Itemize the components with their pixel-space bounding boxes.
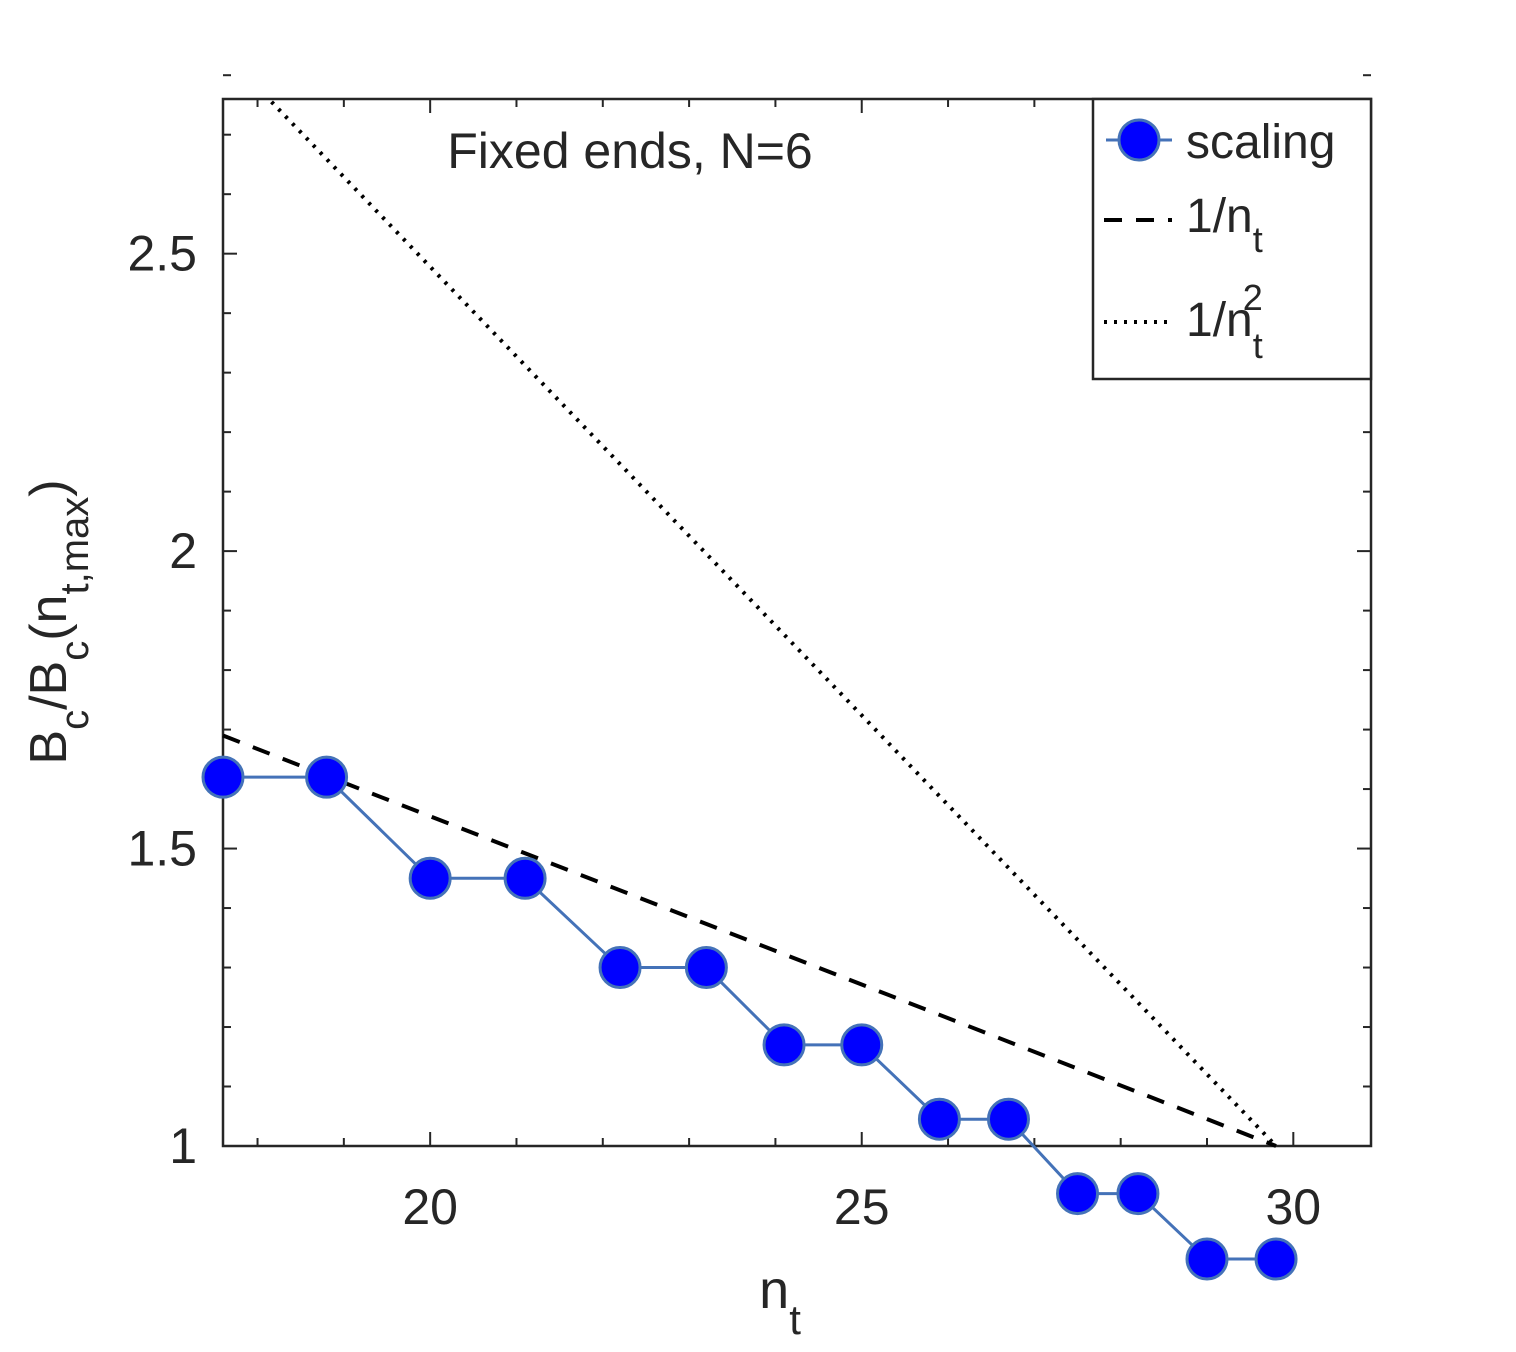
series-inverse-line bbox=[222, 733, 1277, 1148]
series-scaling-point bbox=[762, 1023, 806, 1067]
series-scaling-point bbox=[503, 856, 547, 900]
series-scaling-point bbox=[201, 755, 245, 799]
series-scaling-point bbox=[986, 1097, 1030, 1141]
x-tick-label: 30 bbox=[1266, 1179, 1322, 1235]
y-tick-label: 2 bbox=[169, 523, 197, 579]
legend-entry-scaling: scaling bbox=[1106, 116, 1335, 169]
x-axis-label: nt bbox=[759, 1260, 801, 1343]
series-scaling-point bbox=[408, 856, 452, 900]
y-axis-label: Bc/Bc(nt,max) bbox=[20, 479, 97, 764]
series-scaling-point bbox=[598, 946, 642, 990]
x-tick-label: 20 bbox=[402, 1179, 458, 1235]
legend-label-scaling: scaling bbox=[1186, 116, 1335, 169]
series-scaling-point bbox=[684, 946, 728, 990]
legend: scaling 1/nt 1/nt2 bbox=[1091, 97, 1373, 381]
legend-swatch-marker bbox=[1117, 118, 1161, 162]
axes-box bbox=[221, 97, 1373, 1148]
y-tick-label: 1.5 bbox=[127, 821, 197, 877]
chart-annotation: Fixed ends, N=6 bbox=[447, 123, 812, 179]
legend-entry-inverse-square: 1/nt2 bbox=[1104, 277, 1263, 366]
y-tick-label: 2.5 bbox=[127, 226, 197, 282]
y-axis: 1 1.5 2 2.5 bbox=[127, 74, 1371, 1174]
legend-label-inverse-square: 1/nt2 bbox=[1186, 277, 1263, 366]
plot-frame bbox=[221, 97, 1373, 1148]
series-scaling-point bbox=[1254, 1237, 1298, 1281]
series-scaling-point bbox=[1185, 1237, 1229, 1281]
series-scaling-point bbox=[917, 1097, 961, 1141]
legend-label-inverse: 1/nt bbox=[1186, 190, 1263, 260]
y-tick-label: 1 bbox=[169, 1118, 197, 1174]
plot-area bbox=[201, 99, 1298, 1281]
x-tick-label: 25 bbox=[834, 1179, 890, 1235]
legend-entry-inverse: 1/nt bbox=[1104, 190, 1263, 260]
series-scaling-point bbox=[305, 755, 349, 799]
series-scaling-point bbox=[840, 1023, 884, 1067]
series-scaling-point bbox=[1116, 1172, 1160, 1216]
series-scaling-point bbox=[1056, 1172, 1100, 1216]
